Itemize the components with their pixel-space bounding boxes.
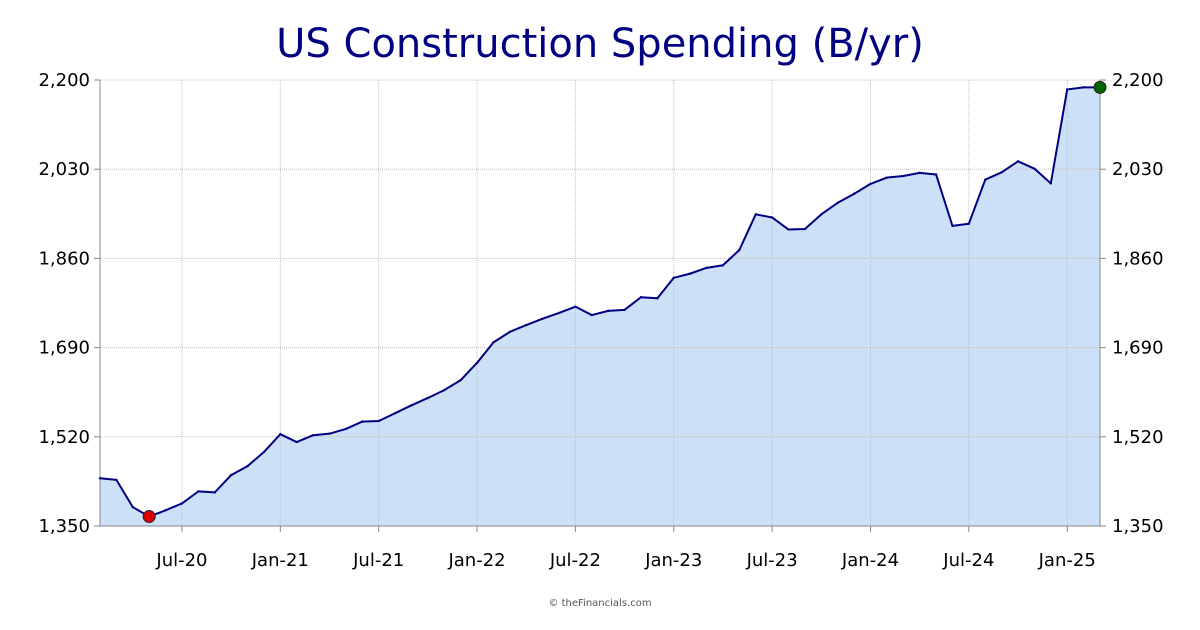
- y-tick-label-left: 1,690: [38, 338, 90, 359]
- data-point: [574, 305, 577, 308]
- data-point: [656, 297, 659, 300]
- x-tick-label: Jan-23: [644, 550, 702, 571]
- data-point: [131, 505, 134, 509]
- y-tick-label-right: 1,860: [1112, 248, 1164, 269]
- data-point: [115, 478, 118, 482]
- data-point: [443, 388, 446, 392]
- data-point: [426, 396, 430, 400]
- data-point: [213, 491, 216, 494]
- y-tick-label-left: 1,860: [38, 248, 90, 269]
- y-tick-label-left: 2,200: [38, 70, 90, 91]
- series-line: [99, 86, 1100, 518]
- data-point: [606, 309, 610, 313]
- data-point: [525, 323, 528, 327]
- data-point: [721, 264, 725, 267]
- min-marker: [142, 510, 156, 524]
- data-point: [902, 174, 905, 178]
- data-point: [180, 502, 184, 505]
- x-tick-label: Jul-21: [352, 550, 404, 571]
- data-point: [934, 173, 938, 176]
- data-point: [393, 411, 397, 415]
- data-point: [967, 222, 971, 225]
- data-point: [1049, 182, 1053, 185]
- data-point: [803, 227, 807, 231]
- data-point: [885, 176, 889, 179]
- data-point: [869, 182, 872, 186]
- max-marker: [1093, 80, 1107, 94]
- credit-text: © theFinancials.com: [548, 598, 652, 609]
- data-point: [852, 192, 856, 196]
- data-point: [672, 276, 675, 280]
- data-point: [705, 266, 708, 270]
- data-point: [787, 228, 790, 231]
- x-tick-label: Jan-25: [1038, 550, 1096, 571]
- y-tick-label-right: 1,520: [1112, 427, 1164, 448]
- y-tick-label-left: 2,030: [38, 159, 90, 180]
- data-point: [492, 341, 495, 344]
- data-point: [541, 317, 544, 320]
- data-point: [1066, 88, 1069, 91]
- y-tick-label-left: 1,350: [38, 516, 90, 537]
- data-point: [344, 427, 348, 431]
- data-point: [951, 224, 954, 228]
- data-point: [918, 171, 921, 175]
- data-point: [557, 311, 561, 315]
- data-point: [590, 313, 594, 317]
- data-point: [984, 178, 987, 181]
- data-point: [262, 450, 266, 454]
- x-tick-label: Jul-22: [549, 550, 601, 571]
- data-point: [1016, 160, 1020, 163]
- x-tick-label: Jul-23: [746, 550, 798, 571]
- x-tick-label: Jul-20: [155, 550, 207, 571]
- data-point: [246, 464, 249, 468]
- chart-title: US Construction Spending (B/yr): [276, 21, 924, 67]
- data-point: [508, 330, 512, 334]
- data-point: [475, 361, 479, 365]
- x-tick-label: Jan-24: [841, 550, 899, 571]
- data-point: [688, 272, 692, 275]
- data-point: [623, 308, 626, 312]
- data-point: [328, 432, 331, 435]
- data-point: [738, 248, 741, 252]
- data-point: [311, 434, 315, 437]
- data-point: [410, 404, 413, 407]
- data-point: [1000, 171, 1003, 174]
- data-point: [98, 477, 102, 480]
- x-tick-label: Jan-21: [251, 550, 309, 571]
- y-tick-label-right: 1,690: [1112, 338, 1164, 359]
- data-point: [197, 490, 200, 493]
- data-point: [1033, 167, 1036, 170]
- data-point: [639, 296, 643, 299]
- x-tick-label: Jul-24: [942, 550, 994, 571]
- data-point: [279, 432, 282, 436]
- data-point: [361, 420, 364, 423]
- x-tick-label: Jan-22: [447, 550, 505, 571]
- data-point: [770, 216, 774, 219]
- y-tick-label-right: 2,030: [1112, 159, 1164, 180]
- data-point: [377, 419, 380, 423]
- data-point: [229, 473, 233, 477]
- data-point: [820, 213, 823, 216]
- data-point: [836, 201, 839, 204]
- data-point: [1082, 86, 1085, 89]
- data-point: [295, 440, 298, 444]
- y-tick-label-left: 1,520: [38, 427, 90, 448]
- data-point: [459, 378, 462, 382]
- y-tick-label-right: 1,350: [1112, 516, 1164, 537]
- y-tick-label-right: 2,200: [1112, 70, 1164, 91]
- data-point: [164, 509, 167, 512]
- data-point: [754, 213, 757, 216]
